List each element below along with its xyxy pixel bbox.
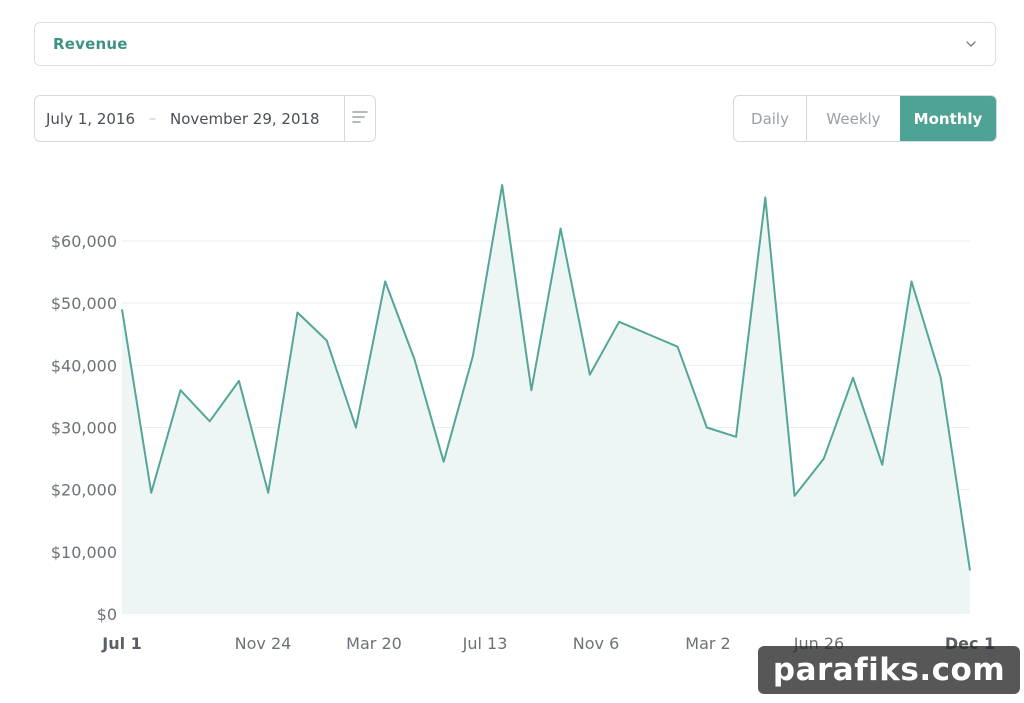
x-tick-label: Jul 1 bbox=[101, 634, 142, 653]
date-range-picker[interactable]: July 1, 2016 – November 29, 2018 bbox=[34, 95, 376, 142]
period-daily-button[interactable]: Daily bbox=[734, 96, 807, 141]
y-tick-label: $60,000 bbox=[51, 232, 117, 251]
y-tick-label: $20,000 bbox=[51, 481, 117, 500]
date-range-separator: – bbox=[149, 110, 156, 127]
metric-select-label: Revenue bbox=[53, 35, 128, 53]
chart-area-layer bbox=[121, 184, 971, 615]
y-tick-label: $40,000 bbox=[51, 356, 117, 375]
x-tick-label: Jul 13 bbox=[462, 634, 508, 653]
date-range-start[interactable]: July 1, 2016 bbox=[46, 109, 135, 128]
date-options-button[interactable] bbox=[344, 96, 375, 141]
y-tick-label: $50,000 bbox=[51, 294, 117, 313]
menu-lines-icon bbox=[352, 109, 368, 128]
x-tick-label: Mar 2 bbox=[685, 634, 730, 653]
watermark-logo: parafiks.com bbox=[758, 646, 1020, 694]
period-weekly-button[interactable]: Weekly bbox=[826, 109, 881, 128]
y-axis-ticks: $0 $10,000 $20,000 $30,000 $40,000 $50,000 $60… bbox=[51, 232, 117, 624]
y-tick-label: $0 bbox=[97, 605, 117, 624]
date-range-end[interactable]: November 29, 2018 bbox=[170, 109, 320, 128]
watermark-text: parafiks.com bbox=[772, 652, 1006, 688]
revenue-series-line bbox=[121, 184, 971, 571]
x-tick-label: Mar 20 bbox=[346, 634, 402, 653]
x-tick-label: Nov 6 bbox=[573, 634, 620, 653]
y-tick-label: $30,000 bbox=[51, 419, 117, 438]
x-tick-label: Nov 24 bbox=[235, 634, 292, 653]
chevron-down-icon bbox=[965, 38, 977, 50]
revenue-area-fill bbox=[122, 185, 970, 615]
y-tick-label: $10,000 bbox=[51, 543, 117, 562]
period-monthly-button[interactable]: Monthly bbox=[900, 96, 996, 141]
period-toggle: Daily Weekly Monthly bbox=[733, 95, 997, 142]
metric-select[interactable]: Revenue bbox=[34, 22, 996, 66]
